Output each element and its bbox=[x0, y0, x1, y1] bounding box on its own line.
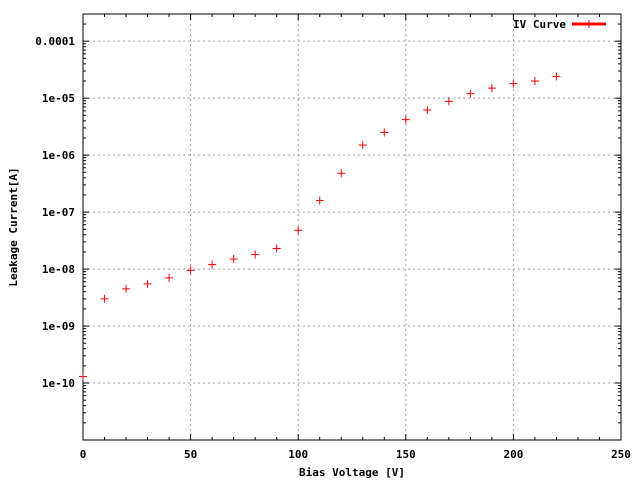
data-point bbox=[401, 115, 410, 124]
data-point bbox=[315, 196, 324, 205]
grid-lines bbox=[83, 14, 621, 440]
y-tick-label: 1e-09 bbox=[42, 320, 75, 333]
x-tick-labels: 0 50 100 150 200 250 bbox=[80, 448, 631, 461]
y-tick-label: 1e-05 bbox=[42, 92, 75, 105]
data-point bbox=[186, 266, 195, 275]
data-point bbox=[466, 89, 475, 98]
data-points bbox=[79, 72, 561, 381]
legend-label: IV Curve bbox=[513, 18, 566, 31]
data-point bbox=[337, 169, 346, 178]
y-axis-label: Leakage Current[A] bbox=[7, 167, 20, 286]
x-axis-label: Bias Voltage [V] bbox=[299, 466, 405, 479]
y-tick-label: 0.0001 bbox=[35, 35, 75, 48]
y-tick-labels: 1e-10 1e-09 1e-08 1e-07 1e-06 1e-05 0.0001 bbox=[35, 35, 75, 390]
x-tick-label: 50 bbox=[184, 448, 197, 461]
data-point bbox=[229, 255, 238, 264]
data-point bbox=[358, 141, 367, 150]
x-tick-label: 0 bbox=[80, 448, 87, 461]
y-tick-label: 1e-10 bbox=[42, 377, 75, 390]
data-point bbox=[251, 250, 260, 259]
x-tick-label: 200 bbox=[503, 448, 523, 461]
data-point bbox=[294, 226, 303, 235]
data-point bbox=[208, 260, 217, 269]
data-point bbox=[380, 128, 389, 137]
x-tick-label: 100 bbox=[288, 448, 308, 461]
y-tick-label: 1e-07 bbox=[42, 206, 75, 219]
data-point bbox=[100, 294, 109, 303]
data-point bbox=[79, 372, 87, 381]
legend: IV Curve bbox=[513, 18, 606, 31]
axis-ticks bbox=[82, 14, 622, 440]
data-point bbox=[552, 72, 561, 81]
y-tick-label: 1e-08 bbox=[42, 263, 75, 276]
data-point bbox=[509, 79, 518, 88]
x-tick-label: 150 bbox=[396, 448, 416, 461]
data-point bbox=[444, 97, 453, 106]
data-point bbox=[143, 279, 152, 288]
y-tick-label: 1e-06 bbox=[42, 149, 75, 162]
data-point bbox=[122, 284, 131, 293]
data-point bbox=[423, 105, 432, 114]
x-tick-label: 250 bbox=[611, 448, 631, 461]
data-point bbox=[487, 84, 496, 93]
data-point bbox=[272, 244, 281, 253]
data-point bbox=[530, 77, 539, 86]
plot-frame bbox=[82, 13, 622, 441]
data-point bbox=[165, 273, 174, 282]
